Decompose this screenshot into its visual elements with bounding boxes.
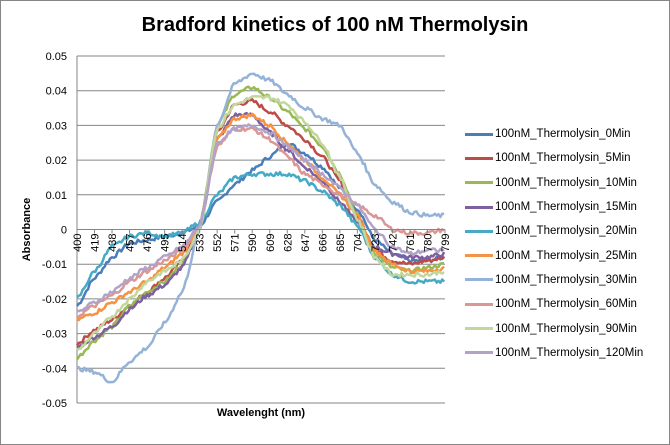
series-line-15min [76, 111, 446, 349]
series-line-120min [76, 123, 445, 313]
legend-item: 100nM_Thermolysin_15Min [465, 195, 643, 219]
y-axis-title: Absorbance [21, 198, 33, 262]
x-tick-label: 533 [195, 234, 207, 252]
y-tick-label: -0.03 [42, 329, 67, 341]
x-tick-label: 723 [370, 234, 382, 252]
x-tick-label: 552 [212, 234, 224, 252]
x-tick-label: 780 [422, 234, 434, 252]
x-tick-label: 400 [72, 234, 84, 252]
legend-label: 100nM_Thermolysin_0Min [495, 128, 631, 141]
y-tick-label: -0.05 [42, 398, 67, 410]
x-tick-label: 495 [160, 234, 172, 252]
legend-swatch [465, 327, 493, 331]
y-tick-label: 0.05 [46, 51, 67, 63]
legend-label: 100nM_Thermolysin_15Min [495, 201, 637, 214]
x-tick-label: 761 [405, 234, 417, 252]
y-tick-label: 0.03 [46, 120, 67, 132]
series-line-30min [76, 72, 445, 384]
legend-item: 100nM_Thermolysin_20Min [465, 219, 643, 243]
x-tick-label: 628 [282, 234, 294, 252]
x-tick-label: 685 [335, 234, 347, 252]
series-line-90min [76, 95, 445, 351]
legend-label: 100nM_Thermolysin_60Min [495, 298, 637, 311]
legend-swatch [465, 254, 493, 258]
legend-label: 100nM_Thermolysin_25Min [495, 249, 637, 262]
y-tick-label: -0.01 [42, 259, 67, 271]
x-axis-title: Wavelenght (nm) [217, 407, 306, 419]
legend-swatch [465, 229, 493, 233]
legend-item: 100nM_Thermolysin_90Min [465, 316, 643, 340]
x-tick-label: 609 [265, 234, 277, 252]
legend-swatch [465, 156, 493, 160]
x-tick-label: 419 [90, 234, 102, 252]
x-tick-label: 590 [247, 234, 259, 252]
x-tick-label: 647 [300, 234, 312, 252]
y-tick-label: 0.01 [46, 190, 67, 202]
legend-swatch [465, 278, 493, 282]
x-tick-label: 704 [352, 234, 364, 252]
legend: 100nM_Thermolysin_0Min 100nM_Thermolysin_… [465, 122, 643, 365]
legend-item: 100nM_Thermolysin_0Min [465, 122, 643, 146]
legend-item: 100nM_Thermolysin_120Min [465, 341, 643, 365]
legend-item: 100nM_Thermolysin_30Min [465, 268, 643, 292]
legend-label: 100nM_Thermolysin_120Min [495, 346, 644, 359]
x-tick-label: 514 [177, 234, 189, 252]
legend-swatch [465, 351, 493, 355]
series-line-60min [76, 126, 445, 319]
legend-label: 100nM_Thermolysin_20Min [495, 225, 637, 238]
x-tick-label: 742 [387, 234, 399, 252]
legend-swatch [465, 181, 493, 185]
y-tick-label: 0.04 [46, 86, 67, 98]
legend-label: 100nM_Thermolysin_90Min [495, 322, 637, 335]
y-tick-label: 0.02 [46, 155, 67, 167]
x-tick-label: 666 [317, 234, 329, 252]
chart-title: Bradford kinetics of 100 nM Thermolysin [141, 14, 529, 36]
y-tick-label: -0.04 [42, 363, 67, 375]
legend-label: 100nM_Thermolysin_10Min [495, 176, 637, 189]
x-tick-label: 457 [125, 234, 137, 252]
x-tick-label: 438 [107, 234, 119, 252]
x-tick-label: 799 [440, 234, 452, 252]
legend-item: 100nM_Thermolysin_60Min [465, 292, 643, 316]
x-tick-label: 571 [230, 234, 242, 252]
legend-label: 100nM_Thermolysin_30Min [495, 273, 637, 286]
y-tick-label: -0.02 [42, 294, 67, 306]
legend-swatch [465, 302, 493, 306]
legend-item: 100nM_Thermolysin_10Min [465, 171, 643, 195]
legend-label: 100nM_Thermolysin_5Min [495, 152, 631, 165]
legend-swatch [465, 132, 493, 136]
series-line-10min [75, 85, 445, 361]
series-line-25min [76, 112, 445, 322]
legend-item: 100nM_Thermolysin_5Min [465, 146, 643, 170]
series-line-0min [76, 142, 445, 307]
x-tick-label: 476 [142, 234, 154, 252]
legend-swatch [465, 205, 493, 209]
y-tick-label: 0 [61, 225, 67, 237]
legend-item: 100nM_Thermolysin_25Min [465, 243, 643, 267]
